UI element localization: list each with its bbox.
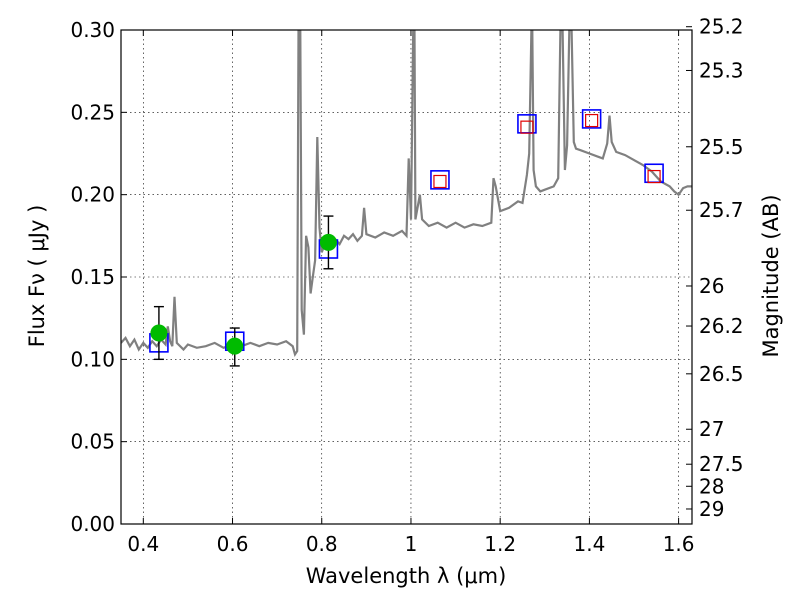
upper-limit-square-marker <box>585 113 599 128</box>
x-tick-label: 1.6 <box>663 532 695 556</box>
spectrum-line <box>121 30 692 358</box>
model-square-marker <box>430 170 450 190</box>
upper-limit-square-marker <box>647 169 661 184</box>
observed-flux-point <box>226 337 244 355</box>
y-tick-label: 0.15 <box>70 265 115 289</box>
x-tick-label: 0.8 <box>306 532 338 556</box>
y-axis-label: Flux Fν ( μJy ) <box>25 205 49 348</box>
y-tick-label: 0.25 <box>70 100 115 124</box>
x-tick-label: 0.6 <box>217 532 249 556</box>
y2-tick-label: 28 <box>699 474 724 498</box>
observed-flux-point <box>150 324 168 342</box>
y-tick-label: 0.05 <box>70 430 115 454</box>
upper-limit-square-marker <box>520 120 534 134</box>
x-tick-label: 1.4 <box>573 532 605 556</box>
photometry-markers <box>149 109 664 367</box>
y2-tick-label: 27.5 <box>699 452 744 476</box>
y-tick-label: 0.10 <box>70 347 115 371</box>
spectrum-series <box>121 30 692 358</box>
y2-tick-label: 26 <box>699 274 724 298</box>
x-tick-label: 1 <box>405 532 418 556</box>
upper-limit-square-marker <box>433 174 447 189</box>
y-tick-label: 0.20 <box>70 183 115 207</box>
x-tick-label: 0.4 <box>127 532 159 556</box>
y2-tick-label: 25.2 <box>699 15 744 39</box>
y2-tick-label: 26.5 <box>699 362 744 386</box>
x-tick-label: 1.2 <box>484 532 516 556</box>
y2-tick-label: 29 <box>699 497 724 521</box>
model-square-marker <box>581 109 602 129</box>
observed-flux-point <box>319 233 337 251</box>
grid-lines <box>121 29 692 525</box>
y2-tick-label: 25.3 <box>699 58 744 82</box>
y2-tick-label: 27 <box>699 417 724 441</box>
y-tick-label: 0.30 <box>70 18 115 42</box>
y2-tick-label: 25.7 <box>699 198 744 222</box>
y2-axis-label: Magnitude (AB) <box>759 194 783 357</box>
x-axis-label: Wavelength λ (μm) <box>306 564 507 588</box>
y-axis-ticks: 0.00 0.05 0.10 0.15 0.20 0.25 0.30 <box>70 18 127 536</box>
x-axis-ticks: 0.4 0.6 0.8 1 1.2 1.4 1.6 <box>127 30 695 556</box>
y-tick-label: 0.00 <box>70 512 115 536</box>
y2-tick-label: 26.2 <box>699 314 744 338</box>
y2-tick-label: 25.5 <box>699 135 744 159</box>
